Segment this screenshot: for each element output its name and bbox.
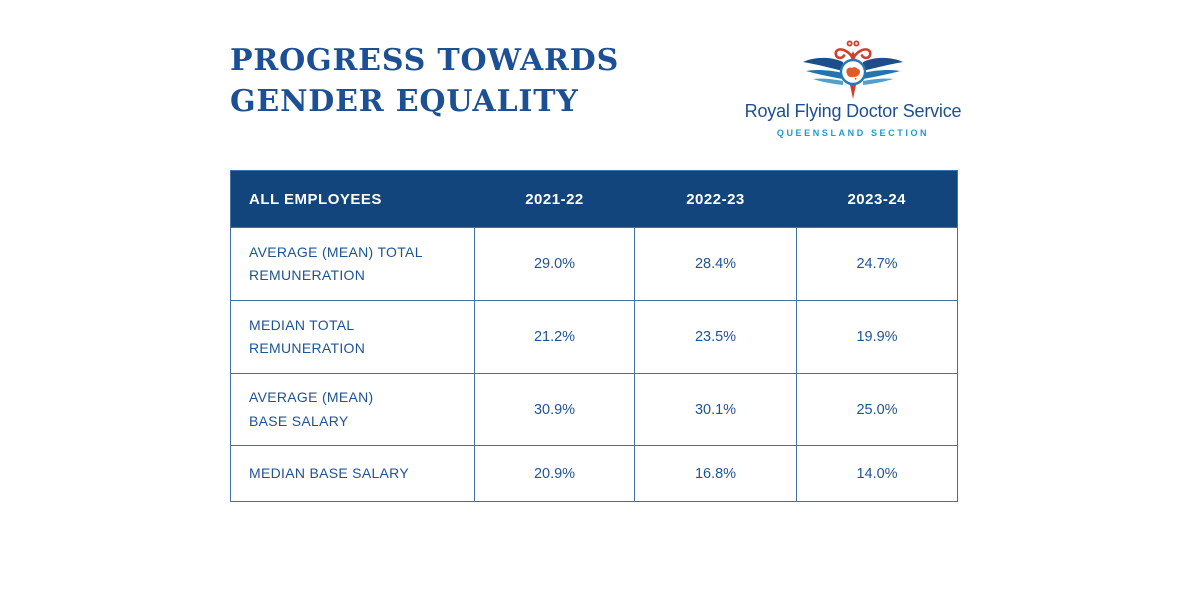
row-label: AVERAGE (MEAN) BASE SALARY [230, 373, 475, 446]
table-row-median-total-remuneration: MEDIAN TOTAL REMUNERATION 21.2% 23.5% 19… [230, 300, 958, 374]
table-row-avg-total-remuneration: AVERAGE (MEAN) TOTAL REMUNERATION 29.0% … [230, 227, 958, 301]
row-label: AVERAGE (MEAN) TOTAL REMUNERATION [230, 227, 475, 301]
row-label: MEDIAN BASE SALARY [230, 445, 475, 502]
table-header-row: ALL EMPLOYEES 2021-22 2022-23 2023-24 [230, 170, 958, 228]
value-cell: 16.8% [634, 445, 797, 502]
rfds-wings-emblem-icon [803, 40, 903, 99]
value-cell: 20.9% [474, 445, 635, 502]
value-cell: 24.7% [796, 227, 958, 301]
logo-org-name: Royal Flying Doctor Service [744, 101, 962, 121]
value-cell: 28.4% [634, 227, 797, 301]
value-cell: 14.0% [796, 445, 958, 502]
rfds-logo: Royal Flying Doctor Service QUEENSLAND S… [733, 34, 973, 138]
logo-section-name: QUEENSLAND SECTION [776, 128, 930, 138]
value-cell: 30.1% [634, 373, 797, 446]
value-cell: 19.9% [796, 300, 958, 374]
table-row-median-base-salary: MEDIAN BASE SALARY 20.9% 16.8% 14.0% [230, 445, 958, 502]
column-header-2023-24: 2023-24 [796, 170, 958, 228]
column-header-all-employees: ALL EMPLOYEES [230, 170, 475, 228]
value-cell: 30.9% [474, 373, 635, 446]
page-title-line1: PROGRESS TOWARDS [230, 43, 620, 78]
column-header-2021-22: 2021-22 [474, 170, 635, 228]
row-label: MEDIAN TOTAL REMUNERATION [230, 300, 475, 374]
column-header-2022-23: 2022-23 [634, 170, 797, 228]
page-title: PROGRESS TOWARDS GENDER EQUALITY [230, 40, 619, 122]
table-row-avg-base-salary: AVERAGE (MEAN) BASE SALARY 30.9% 30.1% 2… [230, 373, 958, 446]
value-cell: 23.5% [634, 300, 797, 374]
page-title-line2: GENDER EQUALITY [230, 84, 579, 119]
value-cell: 29.0% [474, 227, 635, 301]
value-cell: 25.0% [796, 373, 958, 446]
gender-equality-table: ALL EMPLOYEES 2021-22 2022-23 2023-24 AV… [230, 170, 958, 502]
value-cell: 21.2% [474, 300, 635, 374]
